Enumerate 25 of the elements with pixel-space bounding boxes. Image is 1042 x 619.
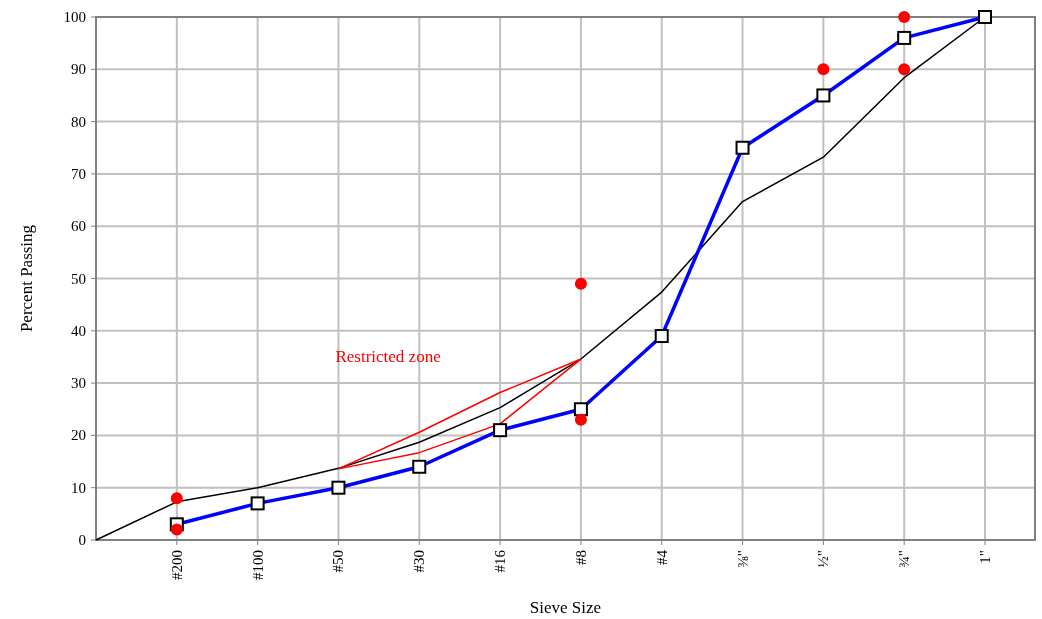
x-tick-label: ½" [815, 550, 832, 568]
x-tick-label: #8 [572, 550, 589, 565]
y-tick-label: 10 [71, 479, 86, 496]
y-tick-label: 100 [63, 9, 86, 25]
x-tick-label: #200 [168, 550, 185, 580]
x-tick-label: ¾" [896, 550, 913, 568]
x-tick-label: #30 [411, 550, 428, 573]
y-tick-label: 30 [71, 375, 86, 392]
y-tick-label: 50 [71, 270, 86, 287]
y-tick-label: 20 [71, 427, 86, 444]
y-tick-label: 0 [78, 532, 86, 548]
y-axis-title: Percent Passing [17, 224, 36, 333]
y-tick-label: 90 [71, 61, 86, 78]
y-tick-label: 60 [71, 218, 86, 235]
x-tick-label: ⅜" [734, 550, 751, 568]
x-tick-label: #4 [653, 549, 670, 565]
y-tick-label: 70 [71, 165, 86, 182]
y-tick-label: 40 [71, 322, 86, 339]
x-tick-label: #50 [330, 550, 347, 573]
annotation: Restricted zone [335, 347, 441, 367]
y-tick-label: 80 [71, 113, 86, 130]
x-tick-label: #16 [492, 549, 509, 573]
x-tick-label: #100 [249, 550, 266, 580]
x-axis-title: Sieve Size [529, 598, 602, 617]
x-tick-label: 1" [977, 550, 993, 564]
